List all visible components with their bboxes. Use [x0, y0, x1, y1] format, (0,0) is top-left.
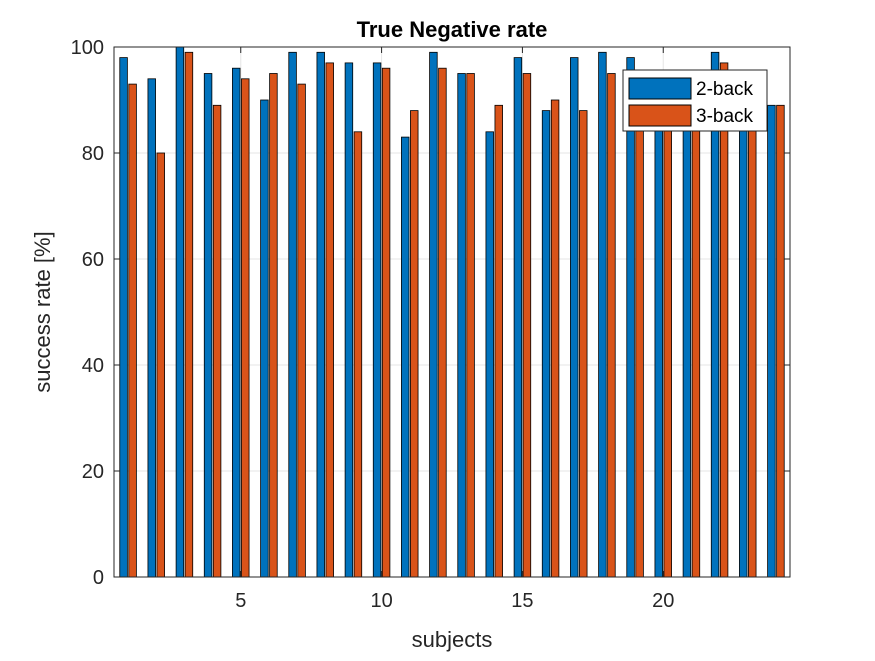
legend-label-3back: 3-back: [696, 106, 754, 127]
y-tick-label: 20: [82, 461, 104, 483]
x-tick-label: 5: [235, 590, 246, 612]
bar-3back-subject-13: [466, 73, 475, 578]
x-axis-label: subjects: [412, 627, 493, 652]
bar-3back-subject-19: [635, 78, 644, 578]
bar-3back-subject-20: [663, 120, 672, 578]
bar-2back-subject-16: [541, 110, 551, 578]
bar-2back-subject-6: [260, 99, 269, 578]
bar-2back-subject-11: [401, 136, 410, 578]
bar-3back-subject-14: [494, 104, 503, 578]
bar-3back-subject-7: [297, 83, 306, 578]
bar-2back-subject-13: [457, 73, 466, 578]
x-tick-label: 15: [511, 590, 533, 612]
x-tick-label: 20: [652, 590, 674, 612]
bar-3back-subject-24: [776, 104, 785, 578]
legend: 2-back 3-back: [622, 69, 768, 132]
y-tick-label: 0: [93, 567, 104, 589]
bar-2back-subject-17: [570, 57, 579, 578]
bar-3back-subject-5: [241, 78, 250, 578]
bar-2back-subject-7: [288, 51, 297, 578]
bar-2back-subject-19: [626, 57, 635, 578]
y-tick-label: 60: [82, 249, 104, 271]
plot-frame: [113, 46, 791, 578]
bar-2back-subject-12: [429, 51, 438, 578]
bar-3back-subject-2: [156, 152, 165, 578]
bar-2back-subject-9: [344, 62, 354, 578]
bar-3back-subject-22: [719, 62, 729, 578]
bar-3back-subject-9: [353, 131, 363, 578]
bar-3back-subject-11: [410, 110, 419, 578]
bar-3back-subject-18: [607, 73, 616, 578]
y-tick-label: 80: [82, 143, 104, 165]
plot-background: [114, 47, 790, 577]
chart-title: True Negative rate: [357, 17, 548, 42]
legend-swatch-2back: [628, 77, 692, 100]
y-tick-label: 40: [82, 355, 104, 377]
bar-2back-subject-3: [175, 46, 185, 578]
bar-2back-subject-15: [513, 57, 523, 578]
bar-2back-subject-10: [372, 62, 382, 578]
y-tick-label: 100: [71, 37, 104, 59]
bar-3back-subject-4: [212, 104, 222, 578]
bar-3back-subject-8: [325, 62, 334, 578]
bar-2back-subject-23: [739, 104, 748, 578]
bar-2back-subject-21: [682, 126, 692, 578]
bar-3back-subject-15: [522, 73, 532, 578]
bar-2back-subject-20: [654, 120, 663, 578]
bar-2back-subject-1: [119, 57, 128, 578]
bar-3back-subject-3: [184, 51, 194, 578]
bar-3back-subject-23: [748, 120, 757, 578]
bar-3back-subject-1: [128, 83, 137, 578]
bar-2back-subject-4: [203, 73, 213, 578]
bar-2back-subject-2: [147, 78, 156, 578]
bar-2back-subject-8: [316, 51, 325, 578]
bar-3back-subject-12: [438, 67, 447, 578]
bar-3back-subject-6: [269, 73, 278, 578]
bar-2back-subject-5: [232, 67, 241, 578]
y-axis-label: success rate [%]: [30, 231, 55, 392]
bar-3back-subject-17: [579, 110, 588, 578]
ticks-layer: 0 20 40 60 80 100 5 10 15 20: [71, 37, 790, 612]
bar-2back-subject-24: [767, 104, 776, 578]
bar-3back-subject-21: [691, 120, 701, 578]
x-tick-label: 10: [370, 590, 392, 612]
legend-label-2back: 2-back: [696, 79, 754, 100]
legend-swatch-3back: [628, 104, 692, 127]
bar-3back-subject-16: [550, 99, 560, 578]
bar-3back-subject-10: [381, 67, 391, 578]
bar-2back-subject-18: [598, 51, 607, 578]
bar-2back-subject-14: [485, 131, 494, 578]
